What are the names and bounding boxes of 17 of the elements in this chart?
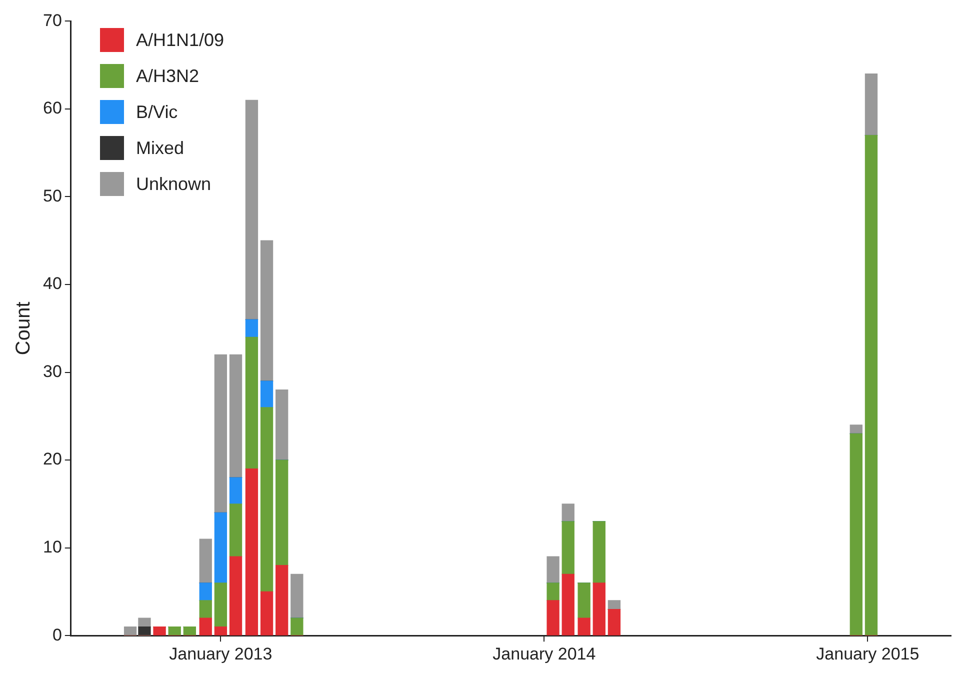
legend-label: Mixed [136,138,184,158]
y-tick-label: 20 [42,450,62,469]
legend-label: A/H1N1/09 [136,30,224,50]
x-tick-label: January 2014 [492,644,596,664]
y-tick-label: 0 [52,625,62,644]
y-tick-label: 70 [42,10,62,30]
y-tick-label: 50 [42,186,62,206]
legend-label: Unknown [136,174,212,194]
legend-label: A/H3N2 [136,66,200,86]
y-tick-label: 40 [42,274,62,294]
y-tick-label: 60 [42,98,62,118]
x-tick-label: January 2013 [169,644,272,664]
x-tick-label: January 2015 [816,644,920,664]
legend-label: B/Vic [136,102,178,122]
y-tick-label: 10 [42,538,62,557]
y-axis-title: Count [12,301,35,356]
y-tick-label: 30 [42,362,62,381]
